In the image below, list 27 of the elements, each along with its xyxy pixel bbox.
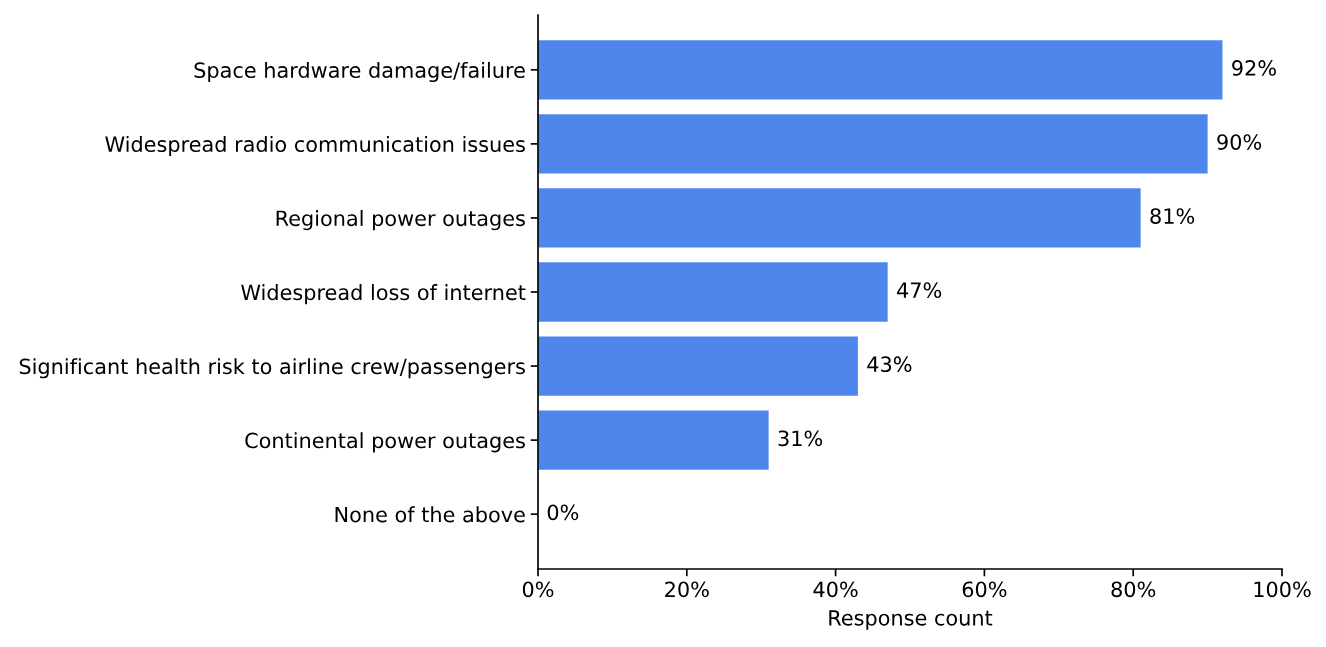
x-tick-label: 0% [522,581,554,598]
data-label: 43% [867,356,912,373]
bar [538,40,1223,100]
data-label: 90% [1217,134,1262,150]
x-tick-label: 60% [962,581,1007,598]
x-axis-title: Response count [829,610,993,630]
data-label: 0% [547,504,579,521]
bar [538,262,888,322]
data-label: 31% [778,430,823,447]
data-label: 81% [1150,208,1195,224]
x-tick-label: 100% [1254,581,1311,598]
bar [538,336,858,396]
y-tick-label: Significant health risk to airline crew/passengers [19,358,525,379]
y-tick-label: Regional power outages [276,210,525,231]
y-tick-label: Continental power outages [245,432,525,453]
y-tick-label: Widespread loss of internet [241,284,526,305]
x-tick-label: 40% [813,581,858,598]
data-label: 47% [897,282,942,299]
bar [538,114,1208,174]
y-tick-label: None of the above [335,506,525,523]
y-tick-label: Space hardware damage/failure [194,61,525,83]
x-tick-label: 20% [665,581,709,598]
bar [538,188,1141,248]
y-tick-label: Widespread radio communication issues [105,135,525,157]
x-tick-label: 80% [1111,581,1156,598]
data-label: 92% [1232,60,1276,76]
bar [538,410,769,470]
